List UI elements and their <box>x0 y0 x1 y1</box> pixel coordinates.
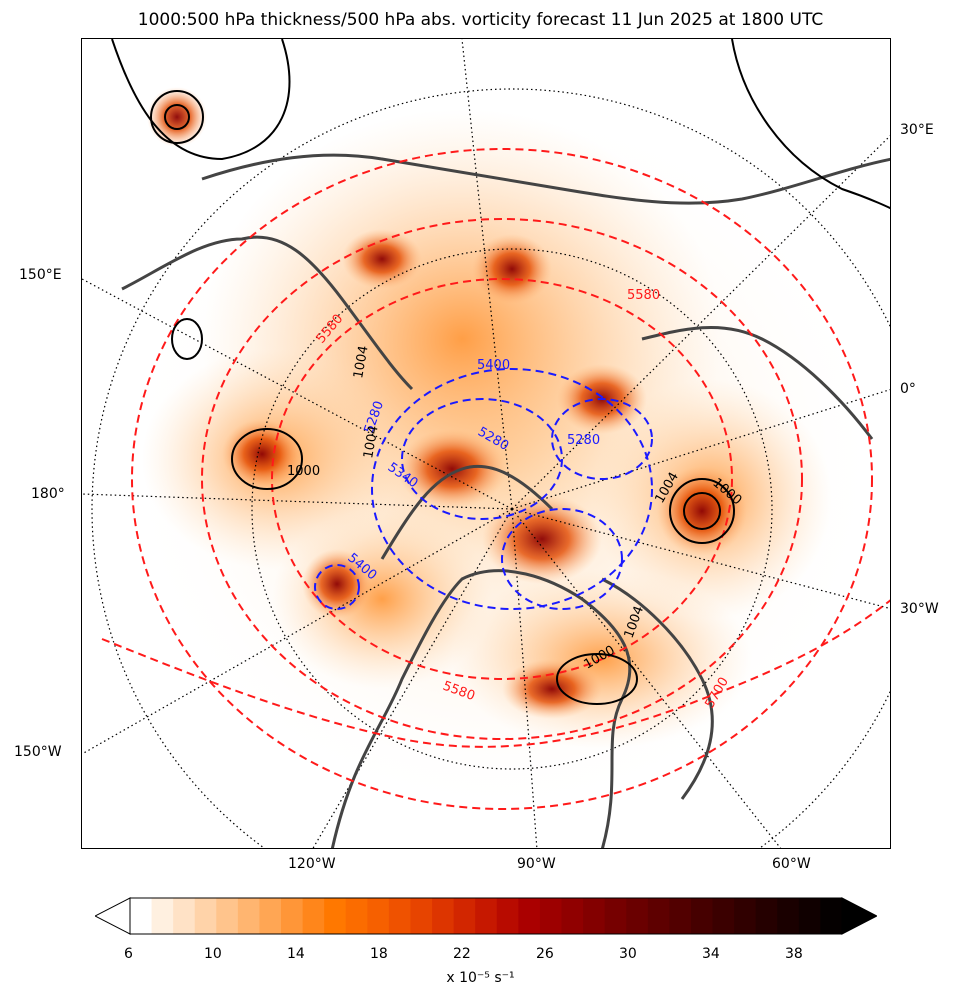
colorbar-cell <box>561 898 584 934</box>
colorbar-cell <box>626 898 649 934</box>
colorbar-tick: 26 <box>536 946 554 962</box>
lon-label-150e: 150°E <box>19 267 62 283</box>
map-canvas: 5400 5280 5280 5340 5280 5400 5580 5580 … <box>82 39 890 848</box>
thickness-label: 5580 <box>627 288 660 303</box>
coastlines <box>121 153 890 848</box>
colorbar-low-extension <box>95 897 131 935</box>
map-panel: 5400 5280 5280 5340 5280 5400 5580 5580 … <box>81 38 891 849</box>
colorbar-cell <box>216 898 239 934</box>
thickness-label: 5280 <box>567 433 600 448</box>
lon-label-60w: 60°W <box>772 856 811 872</box>
colorbar-cell <box>518 898 541 934</box>
colorbar-cell <box>712 898 735 934</box>
colorbar-cell <box>432 898 455 934</box>
colorbar-cell <box>281 898 304 934</box>
thickness-contours-red <box>101 148 890 810</box>
lon-label-120w: 120°W <box>288 856 336 872</box>
lon-label-90w: 90°W <box>517 856 556 872</box>
colorbar-cell <box>367 898 390 934</box>
colorbar-tick: 30 <box>619 946 637 962</box>
colorbar-cell <box>539 898 563 934</box>
pressure-label: 1004 <box>361 424 382 459</box>
colorbar-cell <box>324 898 347 934</box>
colorbar-cell <box>669 898 692 934</box>
colorbar-tick: 22 <box>453 946 471 962</box>
thickness-label: 5400 <box>477 358 510 373</box>
colorbar-cell <box>647 898 670 934</box>
pressure-contours-black <box>111 39 890 705</box>
colorbar-tick: 14 <box>287 946 305 962</box>
colorbar-cell <box>475 898 498 934</box>
colorbar-cell <box>583 898 606 934</box>
colorbar-cell <box>388 898 411 934</box>
colorbar-cell <box>777 898 800 934</box>
colorbar-tick: 18 <box>370 946 388 962</box>
colorbar-cell <box>690 898 714 934</box>
colorbar-cell <box>194 898 217 934</box>
lon-label-150w: 150°W <box>14 744 62 760</box>
colorbar-cell <box>453 898 476 934</box>
colorbar-unit-label: x 10⁻⁵ s⁻¹ <box>446 970 515 986</box>
lon-label-0: 0° <box>900 381 916 397</box>
colorbar-cell <box>130 898 153 934</box>
colorbar-cell <box>798 898 821 934</box>
chart-title: 1000:500 hPa thickness/500 hPa abs. vort… <box>137 10 824 30</box>
pressure-label: 1000 <box>287 464 320 479</box>
colorbar-cell <box>496 898 519 934</box>
colorbar-cell <box>259 898 282 934</box>
thickness-contours-blue <box>314 368 653 610</box>
colorbar-cell <box>734 898 757 934</box>
colorbar <box>95 897 877 935</box>
colorbar-cell <box>345 898 368 934</box>
colorbar-tick: 6 <box>124 946 133 962</box>
lon-label-30w: 30°W <box>900 601 939 617</box>
colorbar-tick: 34 <box>702 946 720 962</box>
colorbar-cell <box>302 898 325 934</box>
colorbar-cell <box>820 898 843 934</box>
colorbar-cell <box>410 898 433 934</box>
lon-label-30e: 30°E <box>900 122 934 138</box>
graticule <box>82 39 890 848</box>
colorbar-cell <box>755 898 778 934</box>
colorbar-tick: 10 <box>204 946 222 962</box>
colorbar-cell <box>173 898 196 934</box>
colorbar-cell <box>151 898 174 934</box>
colorbar-cell <box>604 898 627 934</box>
lon-label-180: 180° <box>31 486 65 502</box>
colorbar-outline <box>129 897 843 935</box>
colorbar-high-extension <box>841 897 877 935</box>
colorbar-cell <box>237 898 260 934</box>
colorbar-tick: 38 <box>785 946 803 962</box>
pressure-label: 1004 <box>351 344 372 379</box>
